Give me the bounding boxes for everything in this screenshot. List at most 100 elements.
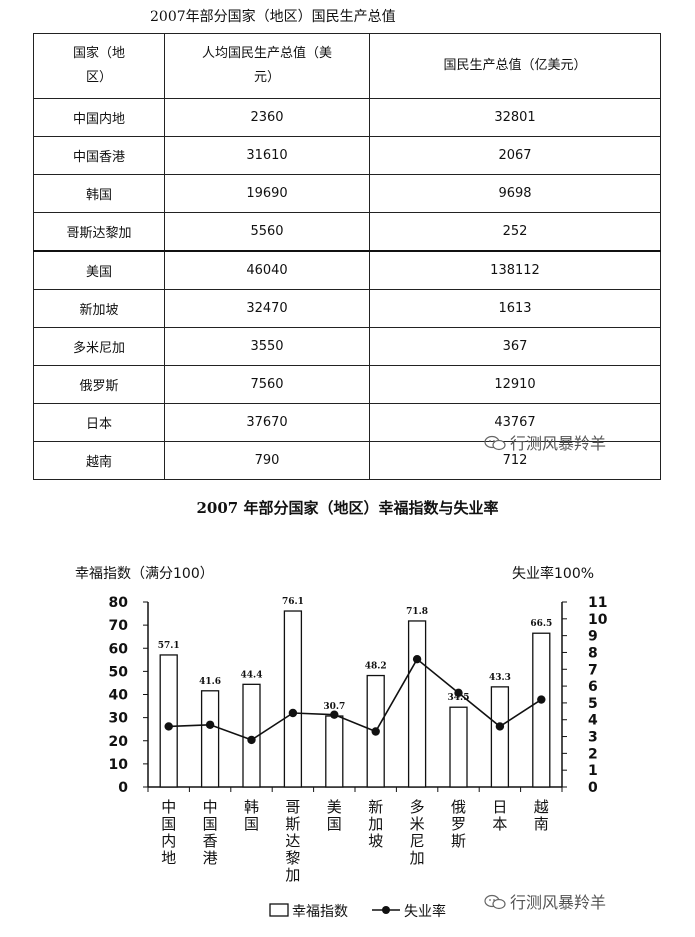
table-cell-name: 日本 bbox=[33, 403, 165, 442]
bar-value-label: 44.4 bbox=[241, 670, 263, 680]
unemployment-point bbox=[164, 722, 173, 731]
y-tick-label: 80 bbox=[109, 595, 129, 611]
watermark-text: 行测风暴羚羊 bbox=[510, 434, 607, 453]
gnp-table: 国家（地 区） 人均国民生产总值（美 元） 国民生产总值（亿美元） 中国内地 2360 328… bbox=[33, 33, 661, 480]
bar-value-label: 48.2 bbox=[365, 662, 387, 672]
happiness-bar bbox=[407, 620, 427, 788]
y-tick-label: 30 bbox=[109, 711, 129, 727]
chart-title: 2007 年部分国家（地区）幸福指数与失业率 bbox=[196, 499, 499, 517]
happiness-bar bbox=[325, 715, 344, 788]
table-title: 2007年部分国家（地区）国民生产总值 bbox=[150, 9, 396, 25]
table-row: 中国内地 2360 32801 bbox=[33, 98, 661, 137]
happiness-bar bbox=[242, 683, 261, 788]
y2-tick-label: 7 bbox=[588, 662, 598, 678]
legend-line-label: 失业率 bbox=[404, 903, 446, 920]
x-category-label: 美国 bbox=[327, 798, 342, 833]
y2-tick-label: 5 bbox=[588, 696, 598, 712]
header-line: 元） bbox=[253, 70, 280, 85]
watermark-top: 行测风暴羚羊 bbox=[484, 430, 606, 454]
table-cell-per-capita: 19690 bbox=[164, 174, 370, 213]
table-cell-name: 美国 bbox=[33, 250, 165, 290]
legend-bar-swatch bbox=[269, 903, 289, 917]
x-category-label: 多米尼加 bbox=[410, 798, 425, 867]
x-category-label: 中国香港 bbox=[203, 798, 218, 867]
bar-value-label: 76.1 bbox=[282, 597, 304, 607]
y-tick-label: 50 bbox=[109, 664, 129, 680]
bar-value-label: 41.6 bbox=[199, 677, 221, 687]
happiness-bar bbox=[159, 654, 178, 788]
happiness-bar bbox=[200, 690, 220, 788]
table-row: 哥斯达黎加 5560 252 bbox=[33, 212, 661, 252]
table-cell-name: 俄罗斯 bbox=[33, 365, 165, 404]
table-cell-name: 中国内地 bbox=[33, 98, 165, 137]
table-header-row: 国家（地 区） 人均国民生产总值（美 元） 国民生产总值（亿美元） bbox=[33, 33, 661, 99]
table-cell-per-capita: 2360 bbox=[164, 98, 370, 137]
y2-tick-label: 3 bbox=[588, 730, 598, 746]
table-cell-per-capita: 46040 bbox=[164, 250, 370, 290]
unemployment-point bbox=[371, 727, 380, 736]
happiness-bar bbox=[283, 610, 303, 788]
y2-tick-label: 1 bbox=[588, 763, 598, 779]
happiness-unemployment-chart: 幸福指数（满分100） 失业率100%0102030405060708001234… bbox=[75, 565, 608, 920]
unemployment-point bbox=[454, 688, 463, 698]
watermark-text: 行测风暴羚羊 bbox=[510, 893, 607, 912]
y-tick-label: 10 bbox=[109, 757, 129, 773]
table-row: 越南 790 712 bbox=[33, 441, 661, 480]
x-category-label: 越南 bbox=[534, 798, 549, 833]
unemployment-point bbox=[247, 735, 256, 745]
table-cell-total: 1613 bbox=[369, 289, 661, 328]
table-row: 俄罗斯 7560 12910 bbox=[33, 365, 661, 404]
y-tick-label: 70 bbox=[109, 618, 129, 634]
y2-tick-label: 4 bbox=[588, 713, 598, 729]
header-line: 国家（地 bbox=[72, 46, 125, 61]
table-row: 韩国 19690 9698 bbox=[33, 174, 661, 213]
happiness-bar bbox=[532, 632, 551, 788]
header-line: 国民生产总值（亿美元） bbox=[443, 58, 587, 73]
y-tick-label: 20 bbox=[109, 734, 129, 750]
wechat-icon bbox=[484, 435, 506, 451]
happiness-bar bbox=[490, 686, 510, 788]
x-category-label: 俄罗斯 bbox=[451, 798, 466, 850]
legend-line-marker bbox=[382, 906, 390, 914]
y-tick-label: 40 bbox=[109, 688, 129, 704]
table-row: 美国 46040 138112 bbox=[33, 250, 661, 290]
table-cell-per-capita: 5560 bbox=[164, 212, 370, 252]
bar-value-label: 66.5 bbox=[530, 619, 552, 629]
table-row: 多米尼加 3550 367 bbox=[33, 327, 661, 366]
x-category-label: 日本 bbox=[492, 798, 507, 833]
table-cell-total: 2067 bbox=[369, 136, 661, 175]
table-cell-name: 越南 bbox=[33, 441, 165, 480]
y2-tick-label: 8 bbox=[588, 645, 598, 661]
y2-tick-label: 10 bbox=[588, 612, 608, 628]
table-cell-total: 32801 bbox=[369, 98, 661, 137]
y2-tick-label: 0 bbox=[588, 780, 598, 796]
y2-tick-label: 11 bbox=[588, 595, 607, 611]
unemployment-point bbox=[537, 695, 546, 704]
table-cell-per-capita: 32470 bbox=[164, 289, 370, 328]
table-cell-name: 新加坡 bbox=[33, 289, 165, 328]
table-header-cell: 人均国民生产总值（美 元） bbox=[164, 33, 370, 99]
y2-tick-label: 9 bbox=[588, 629, 598, 645]
unemployment-point bbox=[330, 710, 339, 719]
happiness-bar bbox=[449, 706, 468, 788]
table-cell-total: 367 bbox=[369, 327, 661, 366]
table-row: 日本 37670 43767 bbox=[33, 403, 661, 442]
table-cell-per-capita: 7560 bbox=[164, 365, 370, 404]
wechat-icon bbox=[484, 894, 506, 910]
bar-value-label: 34.5 bbox=[448, 693, 470, 703]
bar-value-label: 43.3 bbox=[489, 673, 511, 683]
table-cell-name: 韩国 bbox=[33, 174, 165, 213]
table-cell-per-capita: 37670 bbox=[164, 403, 370, 442]
watermark-bottom: 行测风暴羚羊 bbox=[484, 889, 606, 913]
table-cell-per-capita: 3550 bbox=[164, 327, 370, 366]
table-cell-total: 138112 bbox=[369, 250, 661, 290]
bar-value-label: 71.8 bbox=[406, 607, 428, 617]
bar-value-label: 30.7 bbox=[323, 702, 345, 712]
table-cell-total: 9698 bbox=[369, 174, 661, 213]
table-cell-name: 中国香港 bbox=[33, 136, 165, 175]
table-cell-per-capita: 31610 bbox=[164, 136, 370, 175]
x-category-label: 新加坡 bbox=[368, 798, 383, 850]
legend-bar-label: 幸福指数 bbox=[292, 904, 348, 920]
unemployment-point bbox=[288, 708, 298, 718]
table-cell-total: 712 bbox=[369, 441, 661, 480]
